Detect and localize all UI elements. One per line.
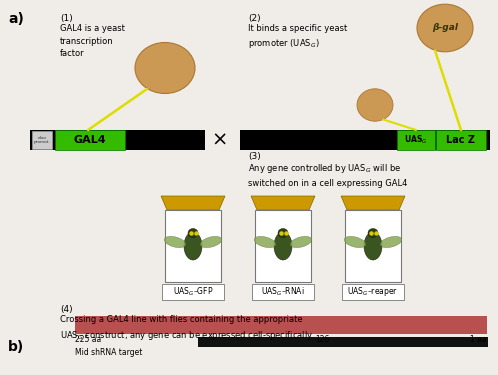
FancyBboxPatch shape <box>30 130 205 150</box>
Text: b): b) <box>8 340 24 354</box>
Polygon shape <box>161 196 225 210</box>
FancyBboxPatch shape <box>397 130 435 150</box>
Text: UAS$_G$: UAS$_G$ <box>404 134 428 146</box>
FancyBboxPatch shape <box>252 284 314 300</box>
Text: GAL4: GAL4 <box>74 135 106 145</box>
Text: (2): (2) <box>248 14 260 23</box>
Text: UAS$_G$–reaper: UAS$_G$–reaper <box>348 285 398 298</box>
FancyBboxPatch shape <box>165 210 221 282</box>
Text: (1): (1) <box>60 14 73 23</box>
FancyBboxPatch shape <box>198 337 488 347</box>
Ellipse shape <box>368 228 378 237</box>
Ellipse shape <box>417 4 473 52</box>
Ellipse shape <box>274 232 292 260</box>
Text: Lac Z: Lac Z <box>447 135 476 145</box>
Text: Any gene controlled by UAS$_G$ will be
switched on in a cell expressing GAL4: Any gene controlled by UAS$_G$ will be s… <box>248 162 407 188</box>
FancyBboxPatch shape <box>162 284 224 300</box>
Ellipse shape <box>184 232 202 260</box>
Text: (3): (3) <box>248 152 261 161</box>
Polygon shape <box>251 196 315 210</box>
FancyBboxPatch shape <box>55 130 125 150</box>
Text: 126: 126 <box>315 335 329 344</box>
Text: UAS$_G$–RNAi: UAS$_G$–RNAi <box>261 286 305 298</box>
Text: Crossing a GAL4 line with flies containing the appropriate
UAS$_G$ construct, an: Crossing a GAL4 line with flies containi… <box>60 315 313 342</box>
Text: UAS$_G$–GFP: UAS$_G$–GFP <box>173 286 213 298</box>
Ellipse shape <box>164 236 186 248</box>
FancyBboxPatch shape <box>32 131 52 149</box>
Text: It binds a specific yeast
promoter (UAS$_G$): It binds a specific yeast promoter (UAS$… <box>248 24 347 51</box>
Text: Mid shRNA target: Mid shRNA target <box>75 348 142 357</box>
FancyBboxPatch shape <box>255 210 311 282</box>
FancyBboxPatch shape <box>240 130 490 150</box>
Ellipse shape <box>290 236 312 248</box>
FancyBboxPatch shape <box>436 130 486 150</box>
Ellipse shape <box>364 232 382 260</box>
Text: elav
promot.: elav promot. <box>33 136 50 144</box>
Ellipse shape <box>357 89 393 121</box>
FancyBboxPatch shape <box>75 316 487 334</box>
Ellipse shape <box>278 228 288 237</box>
FancyBboxPatch shape <box>345 210 401 282</box>
FancyBboxPatch shape <box>342 284 404 300</box>
Ellipse shape <box>200 236 222 248</box>
Text: a): a) <box>8 12 24 26</box>
Ellipse shape <box>380 236 402 248</box>
Ellipse shape <box>135 42 195 93</box>
Text: (4): (4) <box>60 305 73 314</box>
Text: β-gal: β-gal <box>432 24 458 33</box>
Text: 1 aa: 1 aa <box>471 335 487 344</box>
Ellipse shape <box>254 236 276 248</box>
Text: 225 aa: 225 aa <box>75 335 101 344</box>
Text: GAL4 is a yeast
transcription
factor: GAL4 is a yeast transcription factor <box>60 24 125 58</box>
Polygon shape <box>341 196 405 210</box>
Text: ×: × <box>212 130 228 150</box>
Ellipse shape <box>344 236 366 248</box>
Ellipse shape <box>188 228 198 237</box>
